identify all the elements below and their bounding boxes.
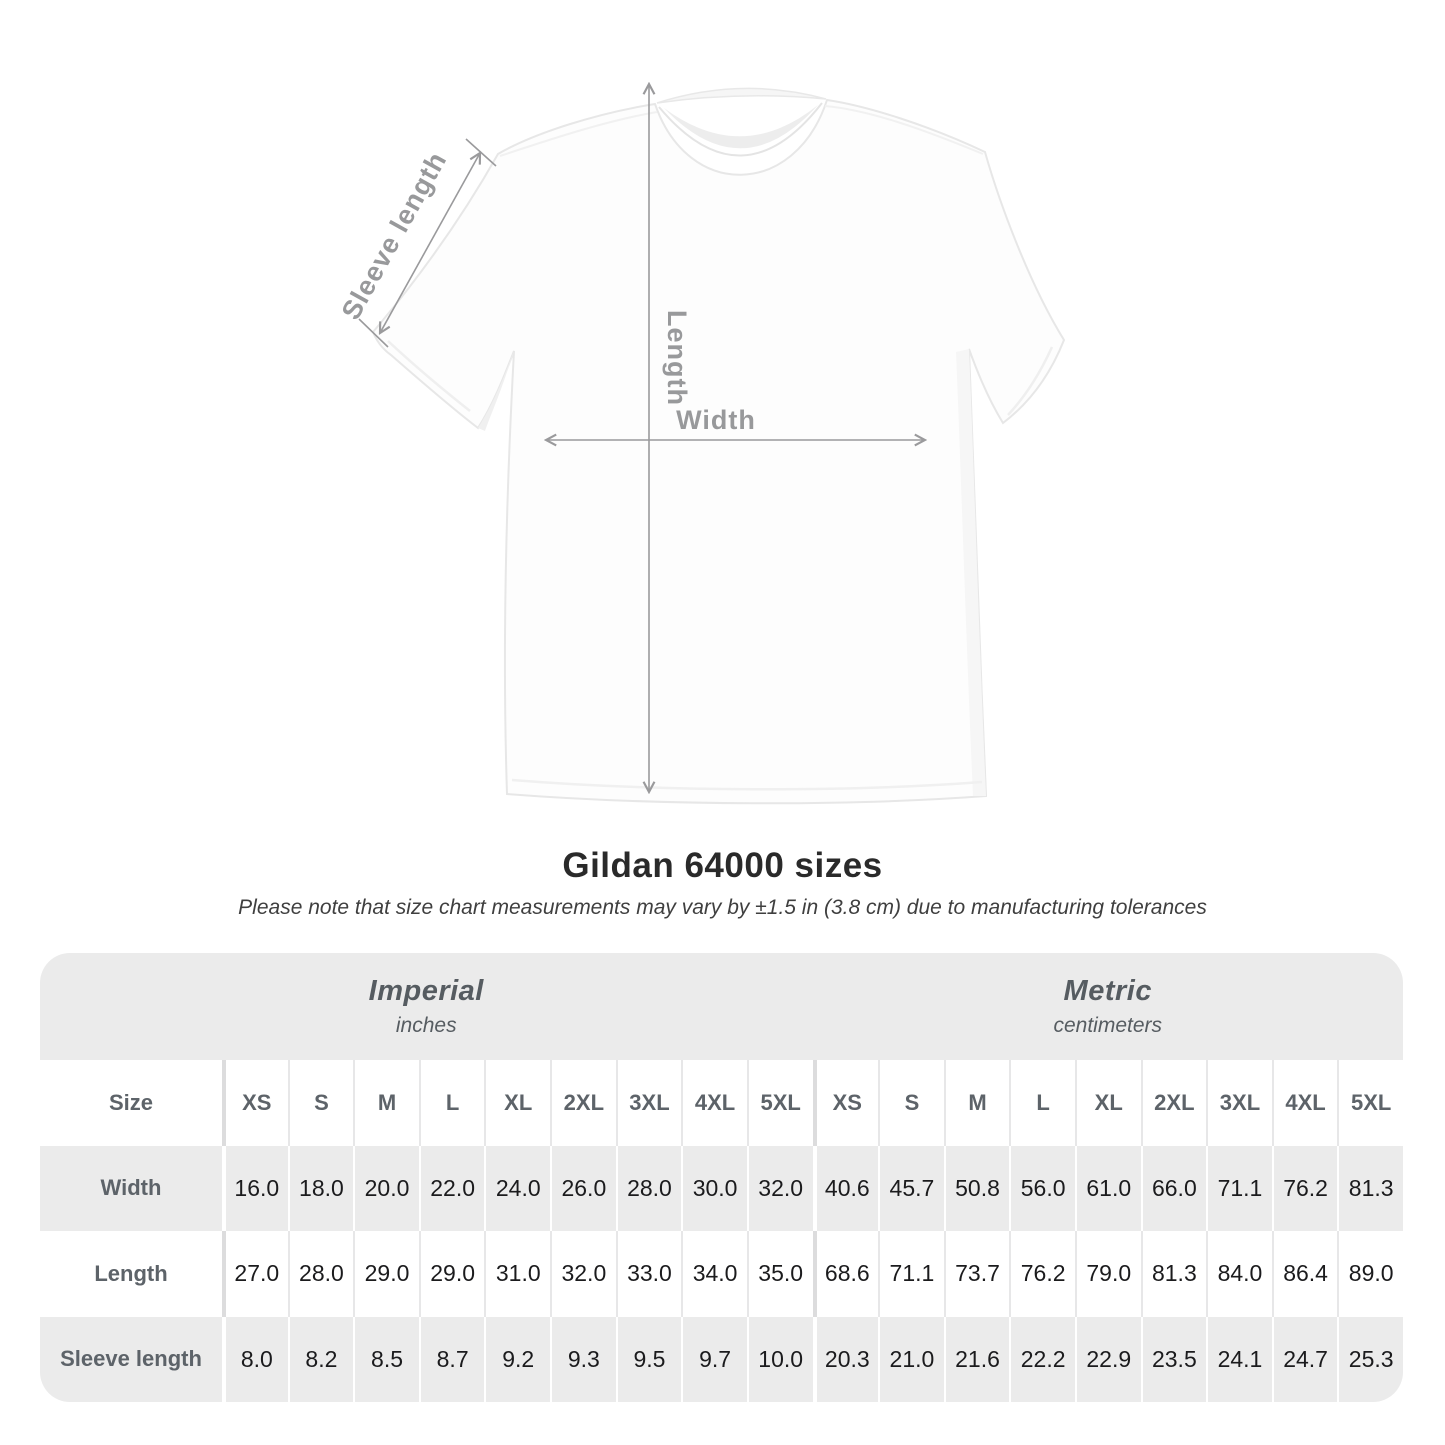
size-col-header: M — [943, 1060, 1010, 1146]
table-cell: 28.0 — [287, 1231, 354, 1317]
table-cell: 40.6 — [812, 1145, 879, 1231]
length-row: Length 27.0 28.0 29.0 29.0 31.0 32.0 33.0 34.0 3… — [40, 1231, 1403, 1317]
metric-group-header: Metric centimeters — [813, 953, 1404, 1060]
table-cell: 24.0 — [484, 1145, 551, 1231]
table-cell: 8.7 — [418, 1316, 485, 1402]
table-cell: 29.0 — [353, 1231, 419, 1317]
tolerance-note: Please note that size chart measurements… — [238, 896, 1207, 919]
size-header-row: Size XS S M L XL 2XL 3XL 4XL 5XL XS S M L XL 2XL 3XL 4XL… — [40, 1060, 1403, 1146]
table-cell: 73.7 — [943, 1231, 1010, 1317]
table-cell: 8.2 — [287, 1316, 354, 1402]
size-col-header: L — [418, 1060, 485, 1146]
table-cell: 9.5 — [615, 1316, 682, 1402]
table-cell: 24.1 — [1206, 1316, 1272, 1402]
table-cell: 9.3 — [550, 1316, 616, 1402]
table-cell: 76.2 — [1009, 1231, 1075, 1317]
unit-group-header-row: Imperial inches Metric centimeters — [40, 953, 1403, 1060]
table-cell: 89.0 — [1337, 1231, 1403, 1317]
table-cell: 71.1 — [1206, 1145, 1272, 1231]
table-cell: 27.0 — [222, 1231, 288, 1317]
table-cell: 25.3 — [1337, 1316, 1403, 1402]
size-col-header: 5XL — [746, 1060, 813, 1146]
metric-unit-label: centimeters — [1053, 1014, 1163, 1037]
table-cell: 26.0 — [550, 1145, 616, 1231]
table-cell: 86.4 — [1271, 1231, 1338, 1317]
table-cell: 30.0 — [681, 1145, 747, 1231]
table-cell: 61.0 — [1074, 1145, 1141, 1231]
size-col-header: 2XL — [1140, 1060, 1207, 1146]
imperial-unit-label: inches — [395, 1014, 457, 1037]
metric-label: Metric — [1063, 975, 1152, 1007]
tshirt-image: Length Width Sleeve length — [336, 0, 1066, 805]
table-cell: 56.0 — [1009, 1145, 1075, 1231]
table-cell: 9.2 — [484, 1316, 551, 1402]
size-col-header: 4XL — [681, 1060, 747, 1146]
width-label: Width — [676, 405, 756, 435]
tshirt-silhouette — [371, 87, 1066, 805]
size-col-header: XS — [812, 1060, 879, 1146]
table-cell: 32.0 — [550, 1231, 616, 1317]
imperial-group-header: Imperial inches — [40, 953, 813, 1060]
table-cell: 68.6 — [812, 1231, 879, 1317]
table-cell: 34.0 — [681, 1231, 747, 1317]
table-cell: 31.0 — [484, 1231, 550, 1317]
table-cell: 8.0 — [222, 1316, 288, 1402]
table-cell: 18.0 — [287, 1145, 354, 1231]
table-cell: 10.0 — [746, 1316, 813, 1402]
table-cell: 81.3 — [1140, 1231, 1207, 1317]
size-col-header: 4XL — [1271, 1060, 1338, 1146]
tshirt-collar — [656, 87, 827, 157]
table-cell: 76.2 — [1271, 1145, 1338, 1231]
table-cell: 71.1 — [878, 1231, 944, 1317]
table-cell: 22.9 — [1074, 1316, 1141, 1402]
table-cell: 23.5 — [1140, 1316, 1207, 1402]
size-col-header: XL — [484, 1060, 550, 1146]
imperial-label: Imperial — [368, 975, 484, 1007]
table-cell: 28.0 — [615, 1145, 682, 1231]
table-cell: 22.0 — [418, 1145, 485, 1231]
size-header-label: Size — [108, 1089, 154, 1115]
table-cell: 45.7 — [878, 1145, 944, 1231]
size-col-header: S — [878, 1060, 944, 1146]
size-col-header: M — [353, 1060, 419, 1146]
row-label-sleeve-length: Sleeve length — [40, 1316, 222, 1402]
table-cell: 79.0 — [1074, 1231, 1141, 1317]
size-col-header: 3XL — [1206, 1060, 1272, 1146]
page-title: Gildan 64000 sizes — [562, 846, 883, 885]
table-cell: 9.7 — [681, 1316, 747, 1402]
table-cell: 33.0 — [615, 1231, 682, 1317]
size-col-header: 5XL — [1337, 1060, 1403, 1146]
sleeve-length-arrow — [358, 138, 497, 348]
table-cell: 84.0 — [1206, 1231, 1272, 1317]
row-label-length: Length — [94, 1260, 168, 1286]
table-cell: 32.0 — [746, 1145, 813, 1231]
table-cell: 35.0 — [746, 1231, 813, 1317]
row-label-width: Width — [40, 1145, 222, 1231]
size-col-header: L — [1009, 1060, 1075, 1146]
size-col-header: 3XL — [615, 1060, 682, 1146]
table-cell: 21.6 — [943, 1316, 1010, 1402]
table-cell: 66.0 — [1140, 1145, 1207, 1231]
table-cell: 16.0 — [222, 1145, 288, 1231]
table-cell: 8.5 — [353, 1316, 419, 1402]
size-table: Imperial inches Metric centimeters Size … — [40, 953, 1403, 1402]
table-cell: 20.0 — [353, 1145, 419, 1231]
table-cell: 22.2 — [1009, 1316, 1075, 1402]
table-cell: 81.3 — [1337, 1145, 1403, 1231]
width-row: Width 16.0 18.0 20.0 22.0 24.0 26.0 28.0 30.0 32… — [40, 1145, 1403, 1231]
size-col-header: 2XL — [550, 1060, 616, 1146]
table-cell: 29.0 — [418, 1231, 485, 1317]
size-col-header: XL — [1074, 1060, 1141, 1146]
sleeve-length-row: Sleeve length 8.0 8.2 8.5 8.7 9.2 9.3 9.5 9.7 10… — [40, 1316, 1403, 1402]
size-col-header: S — [287, 1060, 354, 1146]
table-cell: 50.8 — [943, 1145, 1010, 1231]
table-cell: 21.0 — [878, 1316, 944, 1402]
length-label: Length — [662, 310, 692, 406]
table-cell: 24.7 — [1271, 1316, 1338, 1402]
table-cell: 20.3 — [812, 1316, 879, 1402]
size-col-header: XS — [222, 1060, 288, 1146]
